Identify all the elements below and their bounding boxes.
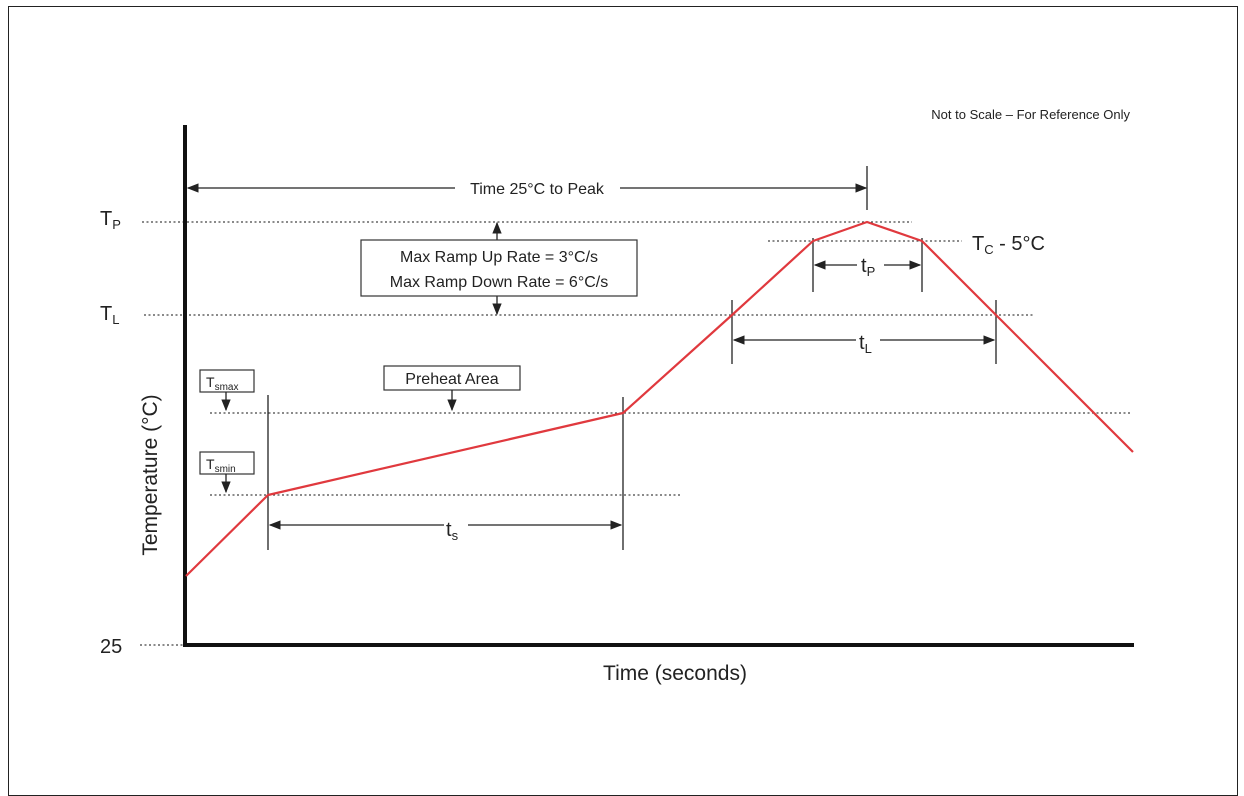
tl-interval-label: tL [859, 332, 872, 356]
ramp-rate-box [360, 239, 638, 297]
x-axis-title: Time (seconds) [603, 662, 747, 685]
tsmax-box [199, 369, 255, 393]
tsmin-label: Tsmin [206, 456, 236, 475]
preheat-area-box [383, 365, 521, 391]
ts-label: ts [446, 519, 459, 543]
tc-level-label: TC - 5°C [972, 233, 1045, 257]
scale-note: Not to Scale – For Reference Only [931, 107, 1130, 122]
tsmax-label: Tsmax [206, 374, 238, 393]
tp-level-label: TP [100, 208, 121, 232]
tl-level-label: TL [100, 303, 119, 327]
reflow-profile-curve [185, 220, 1134, 577]
origin-temperature-label: 25 [100, 636, 122, 658]
time-to-peak-label: Time 25°C to Peak [470, 181, 605, 198]
y-axis-title: Temperature (°C) [139, 394, 162, 555]
preheat-area-label: Preheat Area [405, 371, 499, 388]
ramp-down-rate: Max Ramp Down Rate = 6°C/s [390, 274, 608, 291]
ramp-up-rate: Max Ramp Up Rate = 3°C/s [400, 249, 598, 266]
tsmin-box [199, 451, 255, 475]
tp-interval-label: tP [861, 255, 875, 279]
